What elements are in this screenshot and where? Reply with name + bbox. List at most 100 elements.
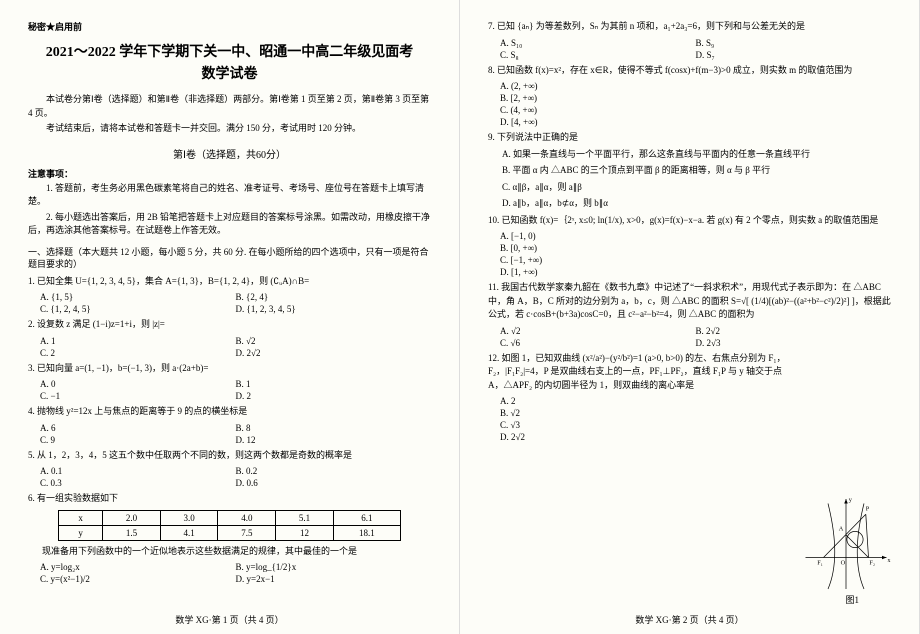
section-1-head: 第Ⅰ卷（选择题，共60分）: [28, 146, 431, 161]
q3-opt-d: D. 2: [236, 390, 432, 402]
intro-line-2: 考试结束后，请将本试卷和答题卡一并交回。满分 150 分，考试用时 120 分钟…: [28, 122, 431, 136]
question-2: 2. 设复数 z 满足 (1−i)z=1+i，则 |z|=: [28, 318, 431, 332]
question-6-tail: 现准备用下列函数中的一个近似地表示这些数据满足的规律，其中最佳的一个是: [28, 545, 431, 559]
q2-opt-a: A. 1: [40, 335, 236, 347]
question-12: 12. 如图 1，已知双曲线 (x²/a²)−(y²/b²)=1 (a>0, b…: [488, 352, 788, 393]
t-h0: x: [59, 510, 103, 525]
q12-opt-d: D. 2√2: [500, 431, 788, 443]
q6-opt-c: C. y=(x²−1)/2: [40, 573, 236, 585]
question-8: 8. 已知函数 f(x)=x²，存在 x∈R，使得不等式 f(cosx)+f(m…: [488, 64, 891, 78]
question-7-options: A. S₁₀ B. S₉ C. S₈ D. S₇: [488, 37, 891, 61]
q5-opt-c: C. 0.3: [40, 477, 236, 489]
q10-opt-d: D. [1, +∞): [500, 266, 891, 278]
question-6-options: A. y=log₂x B. y=log_{1/2}x C. y=(x²−1)/2…: [28, 561, 431, 585]
svg-text:F₂: F₂: [869, 560, 875, 567]
t-h1: 2.0: [103, 510, 161, 525]
page-1: 秘密★启用前 2021～2022 学年下学期下关一中、昭通一中高二年级见面考 数…: [0, 0, 460, 634]
svg-text:P: P: [866, 506, 870, 513]
q1-opt-a: A. {1, 5}: [40, 291, 236, 303]
t-r4: 12: [276, 525, 334, 540]
q5-opt-d: D. 0.6: [236, 477, 432, 489]
question-2-options: A. 1 B. √2 C. 2 D. 2√2: [28, 335, 431, 359]
q1-opt-b: B. {2, 4}: [236, 291, 432, 303]
q9-opt-a: A. 如果一条直线与一个平面平行，那么这条直线与平面内的任意一条直线平行: [488, 148, 891, 162]
q1-opt-d: D. {1, 2, 3, 4, 5}: [236, 303, 432, 315]
q9-opt-c: C. α∥β，a∥α，则 a∥β: [488, 181, 891, 195]
question-11-options: A. √2 B. 2√2 C. √6 D. 2√3: [488, 325, 891, 349]
question-10: 10. 已知函数 f(x)=｛2ˣ, x≤0; ln(1/x), x>0，g(x…: [488, 214, 891, 228]
question-8-options: A. (2, +∞) B. [2, +∞) C. (4, +∞) D. [4, …: [488, 80, 891, 128]
q2-opt-d: D. 2√2: [236, 347, 432, 359]
question-3: 3. 已知向量 a=(1, −1)，b=(−1, 3)，则 a·(2a+b)=: [28, 362, 431, 376]
question-5: 5. 从 1，2，3，4，5 这五个数中任取两个不同的数，则这两个数都是奇数的概…: [28, 449, 431, 463]
exam-title: 2021～2022 学年下学期下关一中、昭通一中高二年级见面考: [28, 41, 431, 61]
q1-opt-c: C. {1, 2, 4, 5}: [40, 303, 236, 315]
svg-text:A: A: [839, 526, 844, 533]
q10-opt-b: B. [0, +∞): [500, 242, 891, 254]
q8-opt-a: A. (2, +∞): [500, 80, 891, 92]
t-r1: 1.5: [103, 525, 161, 540]
question-5-options: A. 0.1 B. 0.2 C. 0.3 D. 0.6: [28, 465, 431, 489]
q9-opt-d: D. a∥b，a∥α，b⊄α，则 b∥α: [488, 197, 891, 211]
q7-opt-b: B. S₉: [696, 37, 892, 49]
q6-opt-b: B. y=log_{1/2}x: [236, 561, 432, 573]
q2-opt-c: C. 2: [40, 347, 236, 359]
exam-subtitle: 数学试卷: [28, 63, 431, 83]
question-6-table: x 2.0 3.0 4.0 5.1 6.1 y 1.5 4.1 7.5 12 1…: [58, 510, 401, 541]
q4-opt-b: B. 8: [236, 422, 432, 434]
q5-opt-b: B. 0.2: [236, 465, 432, 477]
q11-opt-c: C. √6: [500, 337, 696, 349]
t-r0: y: [59, 525, 103, 540]
t-h4: 5.1: [276, 510, 334, 525]
q12-opt-a: A. 2: [500, 395, 788, 407]
footer-page-2: 数学 XG·第 2 页（共 4 页）: [460, 613, 919, 626]
svg-text:F₁: F₁: [817, 560, 823, 567]
notice-2: 2. 每小题选出答案后，用 2B 铅笔把答题卡上对应题目的答案标号涂黑。如需改动…: [28, 211, 431, 238]
q8-opt-c: C. (4, +∞): [500, 104, 891, 116]
q3-opt-a: A. 0: [40, 378, 236, 390]
figure-1: x y P A F₁ F₂ O: [801, 494, 891, 594]
t-h3: 4.0: [218, 510, 276, 525]
q5-opt-a: A. 0.1: [40, 465, 236, 477]
footer-page-1: 数学 XG·第 1 页（共 4 页）: [0, 613, 459, 626]
t-h5: 6.1: [333, 510, 400, 525]
q10-opt-c: C. [−1, +∞): [500, 254, 891, 266]
figure-1-caption: 图1: [845, 593, 859, 606]
q4-opt-d: D. 12: [236, 434, 432, 446]
svg-text:y: y: [849, 497, 853, 504]
svg-text:O: O: [841, 560, 846, 567]
q6-opt-a: A. y=log₂x: [40, 561, 236, 573]
question-7: 7. 已知 {aₙ} 为等差数列，Sₙ 为其前 n 项和，a₁+2a₃=6，则下…: [488, 20, 891, 34]
group-1-head: 一、选择题（本大题共 12 小题，每小题 5 分，共 60 分. 在每小题所给的…: [28, 246, 431, 271]
t-r3: 7.5: [218, 525, 276, 540]
t-r5: 18.1: [333, 525, 400, 540]
question-3-options: A. 0 B. 1 C. −1 D. 2: [28, 378, 431, 402]
svg-text:x: x: [887, 557, 891, 564]
q11-opt-a: A. √2: [500, 325, 696, 337]
question-1: 1. 已知全集 U={1, 2, 3, 4, 5}，集合 A={1, 3}，B=…: [28, 275, 431, 289]
intro-line-1: 本试卷分第Ⅰ卷（选择题）和第Ⅱ卷（非选择题）两部分。第Ⅰ卷第 1 页至第 2 页…: [28, 93, 431, 120]
q7-opt-d: D. S₇: [696, 49, 892, 61]
notice-1: 1. 答题前，考生务必用黑色碳素笔将自己的姓名、准考证号、考场号、座位号在答题卡…: [28, 182, 431, 209]
question-9: 9. 下列说法中正确的是: [488, 131, 891, 145]
q11-opt-b: B. 2√2: [696, 325, 892, 337]
q12-opt-c: C. √3: [500, 419, 788, 431]
q7-opt-a: A. S₁₀: [500, 37, 696, 49]
question-4-options: A. 6 B. 8 C. 9 D. 12: [28, 422, 431, 446]
t-h2: 3.0: [160, 510, 218, 525]
q6-opt-d: D. y=2x−1: [236, 573, 432, 585]
q9-opt-b: B. 平面 α 内 △ABC 的三个顶点到平面 β 的距离相等，则 α 与 β …: [488, 164, 891, 178]
notice-head: 注意事项：: [28, 167, 431, 180]
q7-opt-c: C. S₈: [500, 49, 696, 61]
q3-opt-b: B. 1: [236, 378, 432, 390]
q4-opt-c: C. 9: [40, 434, 236, 446]
question-6: 6. 有一组实验数据如下: [28, 492, 431, 506]
q12-opt-b: B. √2: [500, 407, 788, 419]
secret-label: 秘密★启用前: [28, 20, 431, 33]
q8-opt-d: D. [4, +∞): [500, 116, 891, 128]
q3-opt-c: C. −1: [40, 390, 236, 402]
t-r2: 4.1: [160, 525, 218, 540]
q10-opt-a: A. [−1, 0): [500, 230, 891, 242]
q2-opt-b: B. √2: [236, 335, 432, 347]
question-10-options: A. [−1, 0) B. [0, +∞) C. [−1, +∞) D. [1,…: [488, 230, 891, 278]
